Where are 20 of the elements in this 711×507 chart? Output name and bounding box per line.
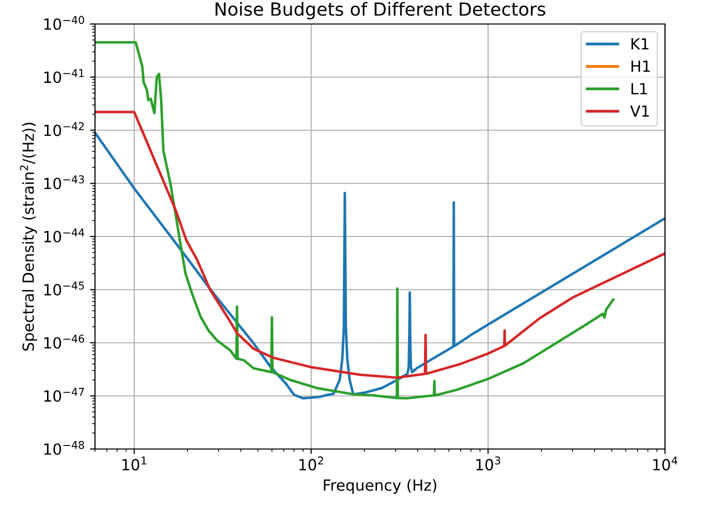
legend-label: V1 bbox=[630, 105, 649, 117]
y-tick-label: 10$^{−47}$ bbox=[44, 388, 84, 402]
x-axis-title: Frequency (Hz) bbox=[324, 479, 436, 494]
x-tick-label: 10$^{2}$ bbox=[299, 456, 324, 470]
y-tick-label: 10$^{−48}$ bbox=[44, 440, 84, 455]
y-tick-label: 10$^{−43}$ bbox=[44, 175, 84, 190]
x-tick-label: 10$^{4}$ bbox=[653, 456, 678, 470]
y-tick-label: 10$^{−45}$ bbox=[44, 282, 84, 296]
legend-label: L1 bbox=[632, 83, 647, 94]
y-tick-label: 10$^{−46}$ bbox=[44, 334, 84, 349]
y-axis-title: Spectral Density (strain$^{2}$/(Hz)) bbox=[20, 122, 37, 351]
legend-label: K1 bbox=[632, 38, 648, 50]
y-tick-label: 10$^{−42}$ bbox=[44, 122, 84, 136]
y-tick-label: 10$^{−44}$ bbox=[44, 228, 84, 242]
y-tick-label: 10$^{−40}$ bbox=[44, 16, 84, 30]
y-tick-label: 10$^{−41}$ bbox=[44, 69, 84, 84]
chart-title: Noise Budgets of Different Detectors bbox=[216, 2, 546, 20]
x-tick-label: 10$^{1}$ bbox=[122, 456, 146, 470]
legend-label: H1 bbox=[632, 60, 650, 72]
x-tick-label: 10$^{3}$ bbox=[476, 456, 500, 470]
